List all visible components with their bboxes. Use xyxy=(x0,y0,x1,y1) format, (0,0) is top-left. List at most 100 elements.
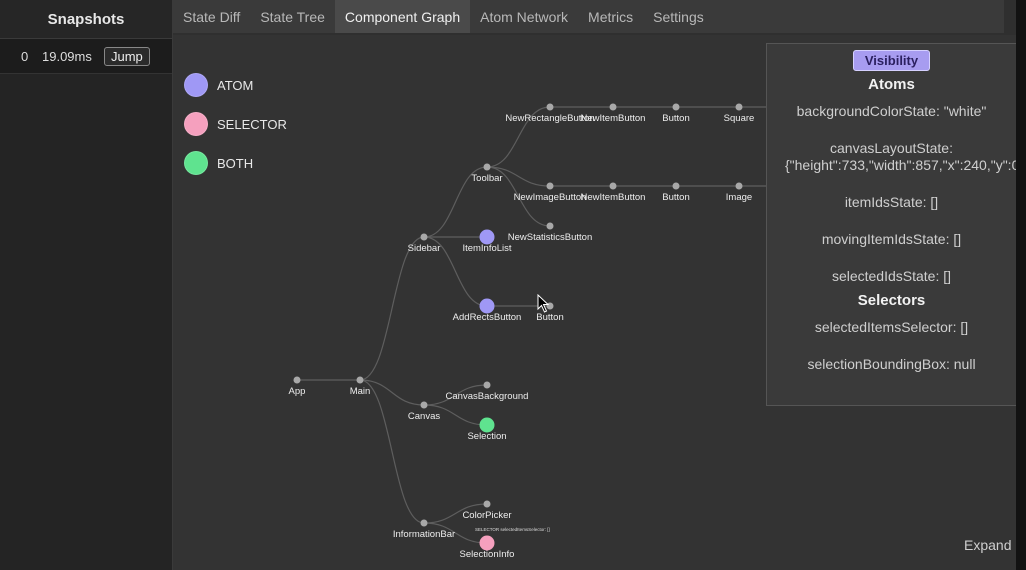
snapshot-row[interactable]: 0 19.09ms Jump xyxy=(0,39,172,74)
atom-item: movingItemIdsState: [] xyxy=(821,231,962,247)
graph-node-label: NewImageButton xyxy=(514,192,587,203)
legend-both: BOTH xyxy=(184,151,253,175)
atoms-heading: Atoms xyxy=(868,76,915,93)
graph-node-dot[interactable] xyxy=(672,182,680,190)
graph-node-dot[interactable] xyxy=(546,222,554,230)
graph-node-label: Main xyxy=(350,386,371,397)
graph-node-colorPicker[interactable]: ColorPicker xyxy=(462,500,512,522)
graph-node-main[interactable]: Main xyxy=(350,376,371,398)
graph-edge-toolbar-newImage xyxy=(486,166,551,187)
graph-edge-infoBar-selectionInfo xyxy=(423,522,488,544)
graph-node-addRects[interactable]: AddRectsButton xyxy=(453,298,522,324)
graph-node-dot[interactable] xyxy=(735,103,743,111)
graph-node-dot[interactable] xyxy=(479,229,495,245)
snapshots-sidebar: Snapshots 0 19.09ms Jump xyxy=(0,0,173,570)
graph-node-canvas[interactable]: Canvas xyxy=(408,401,440,423)
graph-node-label: Image xyxy=(726,192,752,203)
graph-node-dot[interactable] xyxy=(420,519,428,527)
graph-node-infoBar[interactable]: InformationBar xyxy=(393,519,455,541)
mouse-cursor-icon xyxy=(537,294,550,313)
tab-settings[interactable]: Settings xyxy=(653,9,704,25)
graph-node-label: Button xyxy=(662,192,689,203)
graph-node-button2[interactable]: Button xyxy=(662,182,690,204)
graph-edge-toolbar-newRect xyxy=(486,106,551,168)
graph-node-dot[interactable] xyxy=(479,298,495,314)
graph-node-selectionInfo[interactable]: SelectionInfo SELECTOR selectedItemsSelec… xyxy=(460,527,550,560)
graph-node-dot[interactable] xyxy=(735,182,743,190)
tab-component-graph[interactable]: Component Graph xyxy=(334,0,471,33)
legend-both-label: BOTH xyxy=(217,155,254,171)
graph-node-label: NewStatisticsButton xyxy=(508,232,592,243)
graph-node-label: Canvas xyxy=(408,411,440,422)
state-panel: Visibility Atoms backgroundColorState: "… xyxy=(766,43,1025,406)
graph-node-tooltip: SELECTOR selectedItemsSelector: [] xyxy=(475,527,550,532)
graph-node-label: Selection xyxy=(467,431,506,442)
graph-edge-canvas-selection xyxy=(423,404,488,426)
atom-item: backgroundColorState: "white" xyxy=(796,103,987,119)
graph-node-app[interactable]: App xyxy=(289,376,306,398)
graph-node-label: ItemInfoList xyxy=(462,243,511,254)
graph-node-dot[interactable] xyxy=(546,103,554,111)
graph-node-dot[interactable] xyxy=(356,376,364,384)
graph-node-sidebar[interactable]: Sidebar xyxy=(408,233,441,255)
graph-node-newImage[interactable]: NewImageButton xyxy=(514,182,587,204)
tab-bar: State Diff State Tree Component Graph At… xyxy=(173,0,1004,33)
legend-atom-dot xyxy=(184,73,208,97)
graph-node-dot[interactable] xyxy=(672,103,680,111)
graph-node-newItem1[interactable]: NewItemButton xyxy=(581,103,646,125)
selectors-heading: Selectors xyxy=(857,292,926,309)
graph-node-dot[interactable] xyxy=(609,103,617,111)
tab-state-tree[interactable]: State Tree xyxy=(260,9,325,25)
graph-node-canvasBg[interactable]: CanvasBackground xyxy=(446,381,529,403)
graph-node-label: NewItemButton xyxy=(581,192,646,203)
component-graph[interactable]: App MainSidebarToolbarNewRectangleButtonN… xyxy=(173,35,1026,570)
graph-node-dot[interactable] xyxy=(546,182,554,190)
graph-node-dot[interactable] xyxy=(420,233,428,241)
graph-node-itemInfoList[interactable]: ItemInfoList xyxy=(462,229,512,255)
graph-node-label: Button xyxy=(536,312,563,323)
atom-item: itemIdsState: [] xyxy=(844,194,939,210)
legend-selector-label: SELECTOR xyxy=(217,116,287,132)
expand-button[interactable]: Expand xyxy=(964,537,1012,553)
graph-node-dot[interactable] xyxy=(479,535,495,551)
graph-node-label: InformationBar xyxy=(393,529,455,540)
graph-node-label: SelectionInfo xyxy=(460,549,515,560)
graph-edge-main-sidebar xyxy=(359,236,425,381)
graph-node-button1[interactable]: Button xyxy=(662,103,690,125)
graph-node-newRect[interactable]: NewRectangleButton xyxy=(505,103,595,125)
graph-node-toolbar[interactable]: Toolbar xyxy=(471,163,503,185)
graph-edge-sidebar-toolbar xyxy=(423,166,488,238)
graph-node-dot[interactable] xyxy=(483,381,491,389)
graph-node-newItem2[interactable]: NewItemButton xyxy=(581,182,646,204)
graph-node-selection[interactable]: Selection xyxy=(467,417,507,443)
atom-item: canvasLayoutState: {"height":733,"width"… xyxy=(785,140,1025,173)
graph-node-label: App xyxy=(289,386,306,397)
graph-node-dot[interactable] xyxy=(420,401,428,409)
visibility-button[interactable]: Visibility xyxy=(852,50,931,71)
graph-node-dot[interactable] xyxy=(609,182,617,190)
tab-state-diff[interactable]: State Diff xyxy=(183,9,241,25)
tab-atom-network[interactable]: Atom Network xyxy=(480,9,569,25)
jump-button[interactable]: Jump xyxy=(104,46,150,66)
atom-item: selectedIdsState: [] xyxy=(831,268,952,284)
graph-node-label: AddRectsButton xyxy=(453,312,522,323)
graph-node-dot[interactable] xyxy=(479,417,495,433)
snapshot-time: 19.09ms xyxy=(42,48,92,64)
graph-node-image[interactable]: Image xyxy=(726,182,752,204)
snapshot-index: 0 xyxy=(21,48,29,64)
graph-node-label: NewRectangleButton xyxy=(505,113,594,124)
legend-both-dot xyxy=(184,151,208,175)
graph-node-dot[interactable] xyxy=(483,500,491,508)
window-edge xyxy=(1016,0,1026,570)
graph-node-dot[interactable] xyxy=(293,376,301,384)
graph-node-newStats[interactable]: NewStatisticsButton xyxy=(508,222,592,244)
graph-node-square[interactable]: Square xyxy=(724,103,755,125)
graph-node-dot[interactable] xyxy=(483,163,491,171)
graph-edge-main-canvas xyxy=(359,379,425,406)
legend-atom: ATOM xyxy=(184,73,253,97)
legend-selector: SELECTOR xyxy=(184,112,287,136)
graph-edge-main-infoBar xyxy=(359,379,425,524)
tab-metrics[interactable]: Metrics xyxy=(588,9,634,25)
graph-node-label: ColorPicker xyxy=(462,510,511,521)
graph-node-label: Button xyxy=(662,113,689,124)
